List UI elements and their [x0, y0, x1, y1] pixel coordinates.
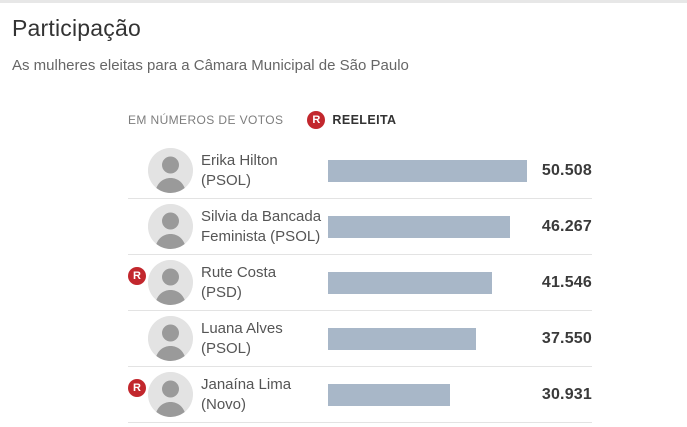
person-silhouette-icon [148, 260, 193, 305]
vote-count: 50.508 [541, 161, 592, 179]
vote-count: 46.267 [541, 217, 592, 235]
bar-track [328, 159, 537, 182]
candidate-name: Luana Alves (PSOL) [201, 319, 328, 359]
candidate-name-line1: Erika Hilton [201, 151, 278, 169]
candidate-list: R Erika Hilton (PSOL) 50.508 R [128, 143, 592, 423]
bar-chart: EM NÚMEROS DE VOTOS R REELEITA R Erika H… [128, 111, 592, 423]
person-silhouette-icon [148, 148, 193, 193]
vote-count: 37.550 [541, 329, 592, 347]
page-title: Participação [12, 15, 141, 41]
candidate-row: R Silvia da Bancada Feminista (PSOL) 46.… [128, 199, 592, 255]
candidate-name-line2: (PSD) [201, 283, 242, 301]
candidate-row: R Erika Hilton (PSOL) 50.508 [128, 143, 592, 199]
bar-track [328, 271, 537, 294]
badge-column: R [128, 210, 148, 230]
vote-bar [328, 271, 492, 294]
reelected-badge-icon: R [128, 379, 146, 398]
candidate-name-line1: Luana Alves [201, 319, 283, 337]
vote-bar [328, 159, 527, 182]
person-silhouette-icon [148, 372, 193, 417]
candidate-name: Rute Costa (PSD) [201, 263, 328, 303]
candidate-name-line1: Janaína Lima [201, 375, 292, 393]
reelected-badge-icon: R [128, 267, 146, 286]
candidate-row: R Rute Costa (PSD) 41.546 [128, 255, 592, 311]
candidate-name-line2: (PSOL) [201, 171, 252, 189]
bar-track [328, 327, 537, 350]
reelected-badge-icon: R [307, 111, 326, 129]
person-silhouette-icon [148, 316, 193, 361]
candidate-photo [148, 316, 193, 361]
vote-bar [328, 327, 476, 350]
badge-column: R [128, 266, 148, 286]
badge-column: R [128, 378, 148, 398]
candidate-photo [148, 148, 193, 193]
badge-column: R [128, 322, 148, 342]
candidate-photo [148, 260, 193, 305]
legend-reelected-label: REELEITA [332, 113, 397, 127]
bar-track [328, 383, 537, 406]
candidate-name-line2: (PSOL) [201, 339, 252, 357]
person-silhouette-icon [148, 204, 193, 249]
candidate-name: Erika Hilton (PSOL) [201, 151, 328, 191]
candidate-name-line2: Feminista (PSOL) [201, 227, 321, 245]
chart-legend: EM NÚMEROS DE VOTOS R REELEITA [128, 111, 592, 129]
reelected-badge-letter: R [133, 381, 141, 394]
candidate-name-line1: Silvia da Bancada [201, 207, 322, 225]
legend-unit-label: EM NÚMEROS DE VOTOS [128, 113, 284, 127]
candidate-name: Janaína Lima (Novo) [201, 375, 328, 415]
bar-track [328, 215, 537, 238]
vote-bar [328, 215, 510, 238]
vote-count: 30.931 [541, 385, 592, 403]
vote-bar [328, 383, 450, 406]
candidate-row: R Janaína Lima (Novo) 30.931 [128, 367, 592, 423]
candidate-name-line2: (Novo) [201, 395, 247, 413]
chart-subtitle: As mulheres eleitas para a Câmara Munici… [12, 57, 409, 74]
candidate-photo [148, 372, 193, 417]
chart-header: Participação As mulheres eleitas para a … [0, 3, 687, 75]
vote-count: 41.546 [541, 273, 592, 291]
badge-column: R [128, 154, 148, 174]
candidate-row: R Luana Alves (PSOL) 37.550 [128, 311, 592, 367]
candidate-photo [148, 204, 193, 249]
candidate-name: Silvia da Bancada Feminista (PSOL) [201, 207, 328, 247]
candidate-name-line1: Rute Costa [201, 263, 277, 281]
reelected-badge-letter: R [133, 269, 141, 282]
reelected-badge-letter: R [312, 113, 321, 126]
